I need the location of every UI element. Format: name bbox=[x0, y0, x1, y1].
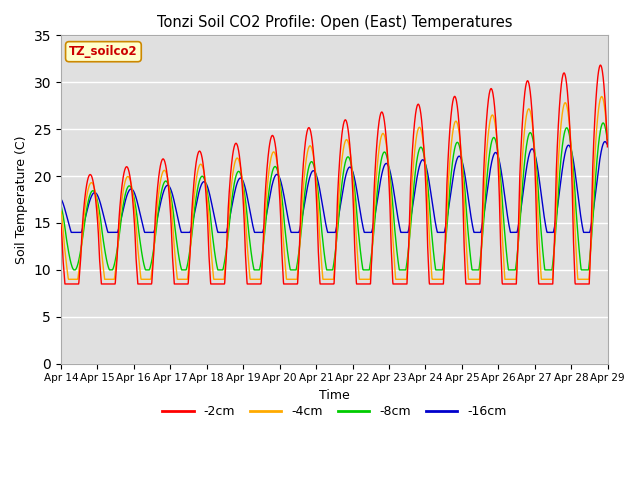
X-axis label: Time: Time bbox=[319, 389, 349, 402]
Legend: -2cm, -4cm, -8cm, -16cm: -2cm, -4cm, -8cm, -16cm bbox=[157, 400, 511, 423]
Text: TZ_soilco2: TZ_soilco2 bbox=[69, 45, 138, 58]
Title: Tonzi Soil CO2 Profile: Open (East) Temperatures: Tonzi Soil CO2 Profile: Open (East) Temp… bbox=[157, 15, 512, 30]
Y-axis label: Soil Temperature (C): Soil Temperature (C) bbox=[15, 135, 28, 264]
